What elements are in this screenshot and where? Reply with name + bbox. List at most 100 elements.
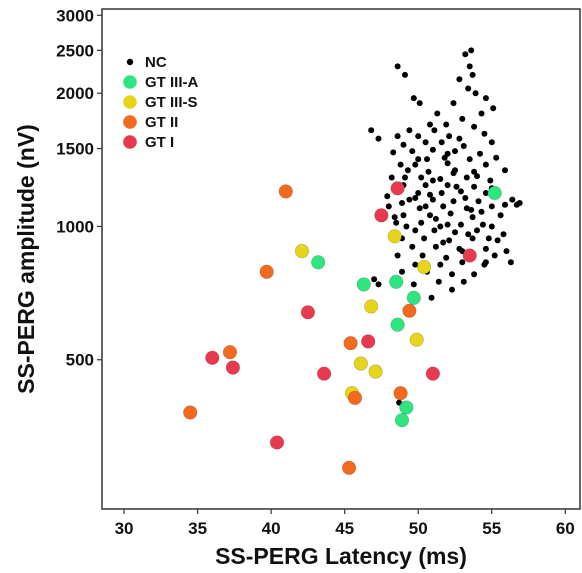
axis-ticks: 30 35 40 45 50 55 60 500 1000 1500 2000 2500 3000 bbox=[56, 6, 575, 538]
point-nc bbox=[482, 161, 489, 168]
point-nc bbox=[471, 183, 478, 190]
point-nc bbox=[493, 154, 500, 161]
point-nc bbox=[444, 150, 451, 157]
point-gt-i bbox=[300, 305, 316, 320]
series-gt-i bbox=[205, 181, 477, 450]
point-nc bbox=[422, 203, 429, 210]
point-nc bbox=[402, 71, 408, 78]
point-gt-iii-a bbox=[399, 400, 414, 415]
point-nc bbox=[429, 177, 436, 184]
point-nc bbox=[404, 167, 411, 174]
point-nc bbox=[422, 139, 429, 146]
point-nc bbox=[390, 149, 397, 156]
point-nc bbox=[410, 95, 417, 102]
point-nc bbox=[440, 203, 447, 210]
point-nc bbox=[485, 235, 492, 242]
point-nc bbox=[469, 71, 476, 78]
point-nc bbox=[418, 219, 425, 226]
point-nc bbox=[488, 203, 495, 210]
legend-label-gt-iii-s: GT III-S bbox=[145, 94, 198, 111]
point-nc bbox=[488, 223, 495, 230]
point-nc bbox=[437, 261, 444, 268]
point-nc bbox=[388, 174, 395, 181]
point-gt-iii-a bbox=[356, 277, 372, 292]
point-nc bbox=[449, 271, 455, 278]
point-gt-ii bbox=[343, 336, 358, 351]
y-tick-label: 3000 bbox=[56, 6, 94, 25]
point-nc bbox=[412, 161, 419, 168]
point-nc bbox=[475, 198, 482, 205]
point-gt-iii-s bbox=[416, 259, 432, 275]
point-nc bbox=[447, 210, 454, 217]
point-gt-iii-a bbox=[389, 274, 404, 290]
point-nc bbox=[497, 212, 504, 219]
point-nc bbox=[415, 190, 422, 196]
point-gt-ii bbox=[402, 303, 417, 319]
legend-marker-gt-ii bbox=[123, 115, 137, 129]
point-nc bbox=[509, 196, 516, 203]
point-nc bbox=[394, 63, 401, 70]
series-nc bbox=[368, 47, 523, 408]
point-nc bbox=[490, 105, 497, 112]
point-nc bbox=[440, 239, 447, 246]
point-nc bbox=[427, 121, 433, 128]
point-nc bbox=[457, 188, 464, 195]
point-gt-iii-a bbox=[394, 413, 410, 428]
point-nc bbox=[432, 243, 439, 250]
point-nc bbox=[502, 167, 508, 174]
point-nc bbox=[384, 193, 391, 200]
point-nc bbox=[400, 212, 407, 219]
data-marks bbox=[182, 47, 523, 476]
legend-marker-gt-i bbox=[123, 135, 137, 149]
point-nc bbox=[409, 148, 416, 155]
point-nc bbox=[435, 278, 442, 285]
point-gt-i bbox=[390, 181, 405, 196]
point-nc bbox=[449, 286, 455, 293]
point-gt-i bbox=[425, 366, 441, 381]
point-nc bbox=[456, 135, 463, 142]
point-nc bbox=[419, 252, 426, 259]
point-nc bbox=[460, 143, 467, 149]
point-nc bbox=[457, 221, 464, 228]
point-nc bbox=[444, 221, 451, 228]
point-nc bbox=[474, 227, 480, 234]
point-nc bbox=[446, 237, 453, 244]
point-gt-i bbox=[269, 435, 285, 450]
point-nc bbox=[459, 259, 466, 266]
point-nc bbox=[471, 168, 478, 175]
point-nc bbox=[468, 47, 475, 54]
point-gt-i bbox=[225, 360, 241, 375]
point-nc bbox=[375, 135, 382, 142]
point-nc bbox=[412, 227, 419, 234]
point-nc bbox=[459, 115, 466, 122]
point-nc bbox=[494, 237, 501, 244]
point-nc bbox=[437, 223, 444, 230]
point-nc bbox=[469, 235, 476, 242]
legend-label-nc: NC bbox=[145, 54, 167, 71]
point-nc bbox=[462, 195, 469, 201]
point-nc bbox=[427, 212, 433, 219]
point-gt-i bbox=[316, 366, 332, 381]
point-nc bbox=[399, 268, 405, 275]
x-tick-label: 55 bbox=[482, 519, 501, 538]
point-nc bbox=[452, 229, 458, 236]
point-nc bbox=[393, 219, 400, 226]
point-nc bbox=[482, 95, 489, 102]
point-gt-ii bbox=[182, 405, 198, 420]
point-nc bbox=[452, 167, 458, 174]
point-nc bbox=[431, 227, 438, 234]
y-tick-label: 500 bbox=[66, 351, 94, 370]
point-nc bbox=[429, 196, 436, 203]
point-nc bbox=[482, 190, 489, 196]
point-nc bbox=[453, 183, 460, 190]
point-gt-i bbox=[361, 334, 376, 349]
point-nc bbox=[502, 201, 508, 208]
legend-label-gt-ii: GT II bbox=[145, 114, 178, 131]
point-nc bbox=[406, 196, 413, 203]
point-nc bbox=[516, 200, 523, 206]
point-nc bbox=[415, 133, 422, 140]
point-nc bbox=[425, 168, 432, 175]
y-tick-label: 1500 bbox=[56, 140, 94, 159]
point-nc bbox=[478, 110, 485, 117]
point-nc bbox=[468, 206, 475, 213]
